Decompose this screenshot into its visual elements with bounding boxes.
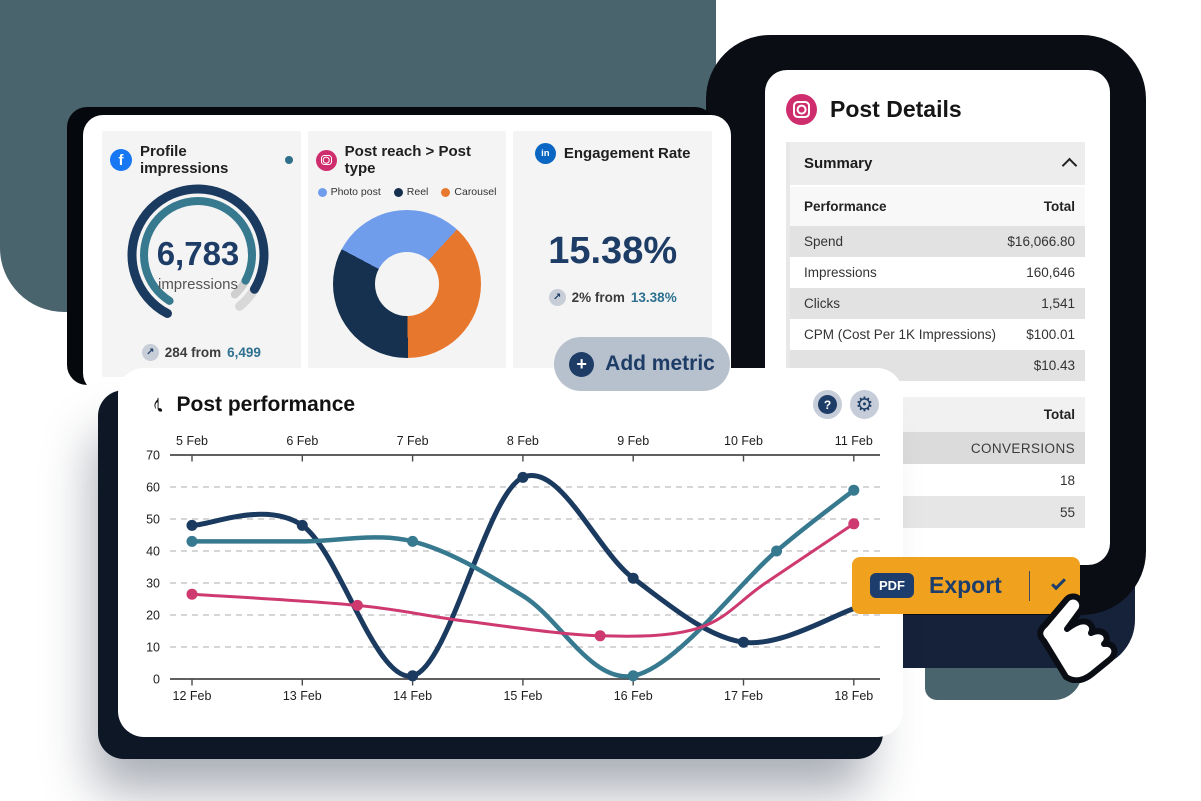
- svg-text:40: 40: [146, 545, 160, 559]
- linkedin-icon: in: [534, 143, 556, 164]
- help-button[interactable]: ?: [813, 390, 842, 419]
- delta-ref: 6,499: [227, 345, 261, 360]
- gear-icon: ⚙: [855, 393, 874, 416]
- export-button[interactable]: PDF Export: [852, 557, 1080, 614]
- tile-title: Engagement Rate: [563, 145, 691, 162]
- impressions-gauge: 6,783 impressions: [127, 184, 269, 326]
- svg-text:50: 50: [146, 513, 160, 527]
- svg-text:5 Feb: 5 Feb: [176, 434, 208, 448]
- table-header-row: Performance Total: [790, 187, 1085, 226]
- table-row: Impressions 160,646: [804, 265, 1075, 280]
- svg-text:6 Feb: 6 Feb: [286, 434, 318, 448]
- instagram-icon: [786, 94, 817, 125]
- svg-text:18 Feb: 18 Feb: [834, 689, 873, 703]
- legend-item: Reel: [393, 186, 428, 198]
- metrics-card: f Profile impressions 6,783 impressions …: [83, 115, 731, 393]
- add-metric-button[interactable]: + Add metric: [554, 337, 730, 391]
- svg-text:9 Feb: 9 Feb: [617, 434, 649, 448]
- table-row: Spend $16,066.80: [790, 226, 1085, 257]
- post-performance-title: Post performance: [176, 392, 356, 416]
- trend-up-icon: ↗: [141, 344, 159, 361]
- export-label: Export: [929, 572, 1002, 598]
- engagement-rate-tile: in Engagement Rate 15.38% ↗ 2% from 13.3…: [513, 131, 713, 377]
- profile-impressions-tile: f Profile impressions 6,783 impressions …: [102, 131, 301, 377]
- gauge-value: 6,783: [157, 235, 240, 272]
- facebook-icon: f: [110, 149, 132, 171]
- post-performance-line-chart: 0 10 20 30 40 50 60 70 5 Feb 6 Feb 7 Feb 8 Feb 9 Feb…: [146, 434, 880, 703]
- svg-text:10: 10: [146, 641, 160, 655]
- svg-text:14 Feb: 14 Feb: [393, 689, 432, 703]
- svg-text:15 Feb: 15 Feb: [503, 689, 542, 703]
- instagram-icon: [315, 149, 337, 171]
- status-dot: [284, 156, 293, 164]
- summary-label: Summary: [804, 155, 873, 172]
- plus-icon: +: [569, 351, 595, 377]
- table-row: CPM (Cost Per 1K Impressions) $100.01: [804, 327, 1075, 342]
- post-details-title: Post Details: [830, 96, 962, 122]
- export-divider: [1028, 570, 1030, 601]
- pdf-badge: PDF: [870, 573, 914, 598]
- svg-text:11 Feb: 11 Feb: [835, 434, 873, 448]
- cursor-hand-icon: [1037, 593, 1118, 683]
- help-icon: ?: [818, 395, 837, 414]
- svg-text:17 Feb: 17 Feb: [724, 689, 763, 703]
- add-metric-label: Add metric: [605, 352, 715, 375]
- tile-title: Post reach > Post type: [344, 143, 471, 177]
- post-reach-tile: Post reach > Post type Photo post Reel C…: [307, 131, 507, 377]
- svg-text:20: 20: [146, 609, 160, 623]
- svg-text:60: 60: [146, 481, 160, 495]
- post-performance-card: ♪ Post performance ? ⚙ 0 10 20 30 40 50 60 70 5 …: [118, 368, 903, 737]
- trend-up-icon: ↗: [548, 289, 566, 306]
- svg-text:8 Feb: 8 Feb: [507, 434, 539, 448]
- delta-text: 2% from: [571, 290, 625, 305]
- music-note-icon: ♪: [152, 390, 165, 418]
- engagement-value: 15.38%: [548, 230, 678, 272]
- svg-text:13 Feb: 13 Feb: [283, 689, 322, 703]
- delta-text: 284 from: [164, 345, 222, 360]
- svg-text:30: 30: [146, 577, 160, 591]
- chevron-up-icon[interactable]: [1061, 157, 1078, 174]
- table-row: Clicks 1,541: [790, 288, 1085, 319]
- tile-title: Profile impressions: [140, 143, 229, 177]
- summary-section-header[interactable]: Summary: [790, 142, 1085, 187]
- svg-text:12 Feb: 12 Feb: [173, 689, 212, 703]
- settings-button[interactable]: ⚙: [850, 390, 879, 419]
- svg-text:70: 70: [146, 449, 160, 463]
- post-type-donut-chart: [333, 210, 481, 358]
- legend-item: Carousel: [441, 186, 496, 198]
- legend-item: Photo post: [317, 186, 381, 198]
- svg-text:0: 0: [153, 673, 160, 687]
- gauge-unit: impressions: [158, 276, 238, 293]
- engagement-delta: ↗ 2% from 13.38%: [521, 289, 704, 306]
- delta-ref: 13.38%: [630, 290, 677, 305]
- table-row: 18: [1059, 472, 1075, 488]
- profile-delta: ↗ 284 from 6,499: [102, 344, 301, 361]
- donut-legend: Photo post Reel Carousel: [316, 186, 499, 198]
- svg-text:16 Feb: 16 Feb: [614, 689, 653, 703]
- svg-text:10 Feb: 10 Feb: [724, 434, 763, 448]
- svg-text:7 Feb: 7 Feb: [397, 434, 429, 448]
- donut-hole: [375, 252, 439, 316]
